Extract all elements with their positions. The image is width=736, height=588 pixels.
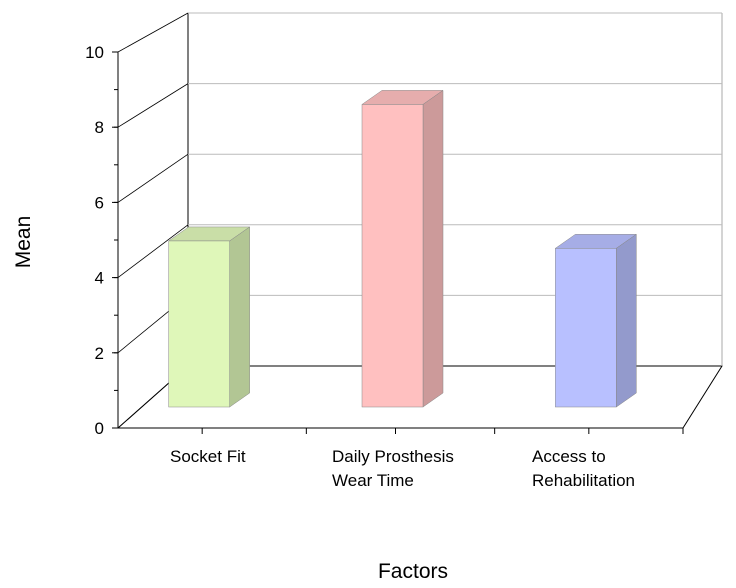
x-tick-label: Socket Fit (170, 447, 246, 466)
bar (361, 104, 424, 408)
x-axis-title: Factors (378, 560, 448, 583)
bar (168, 240, 230, 408)
y-tick-label: 0 (95, 419, 104, 438)
side-grid-line (117, 12, 189, 53)
side-grid-line (117, 153, 189, 203)
bar-side (229, 226, 250, 408)
bar-side (616, 233, 637, 408)
y-axis-title: Mean (12, 216, 35, 269)
y-tick-label: 4 (95, 269, 104, 288)
x-tick-label: Access to Rehabilitation (532, 447, 636, 490)
side-grid-line (117, 83, 189, 128)
x-tick-label: Daily Prosthesis Wear Time (332, 447, 454, 490)
y-tick-label: 8 (95, 118, 104, 137)
y-tick-label: 6 (95, 193, 104, 212)
y-tick-label: 2 (95, 344, 104, 363)
y-tick-label: 10 (85, 43, 104, 62)
bar-side (422, 89, 444, 408)
bar (555, 248, 617, 408)
side-grid-line (117, 224, 189, 278)
